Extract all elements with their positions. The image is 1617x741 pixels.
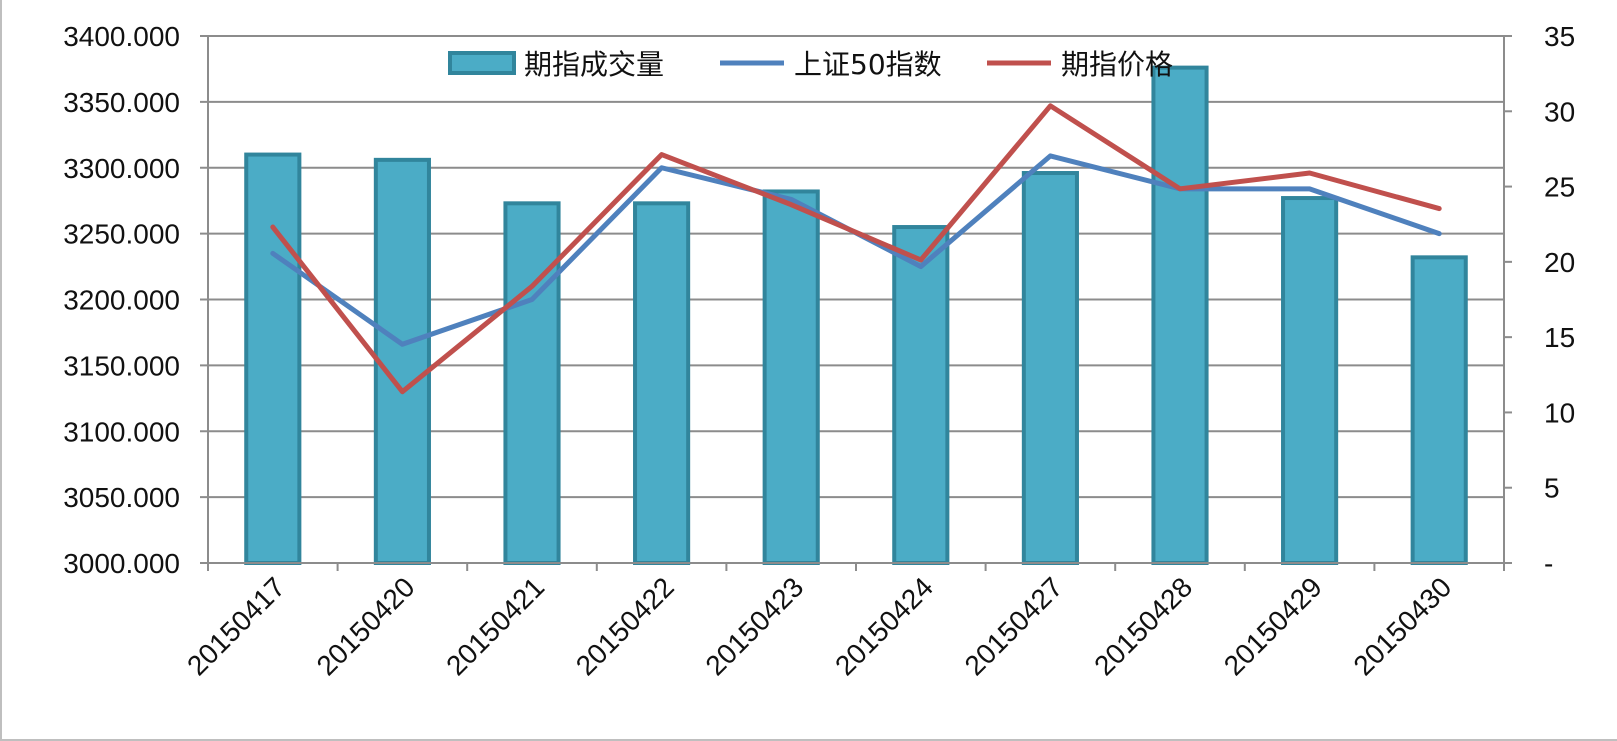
y-right-tick-label: - (1544, 548, 1553, 579)
legend-swatch-volume (448, 51, 516, 75)
x-tick-label: 20150422 (570, 571, 680, 681)
bar-20150423 (762, 189, 820, 565)
x-tick-label: 20150421 (440, 571, 550, 681)
bar-20150428 (1151, 65, 1209, 566)
line-price (270, 103, 1442, 395)
bar-20150427 (1021, 171, 1079, 566)
y-right-tick-label: 25 (1544, 172, 1575, 203)
x-tick-label: 20150429 (1218, 571, 1328, 681)
y-left-tick-label: 3350.000 (63, 87, 180, 118)
y-right-tick-label: 30 (1544, 96, 1575, 127)
y-left-tick-label: 3150.000 (63, 350, 180, 381)
y-left-tick-label: 3100.000 (63, 416, 180, 447)
y-left-tick-label: 3000.000 (63, 548, 180, 579)
x-tick-label: 20150420 (311, 571, 421, 681)
bar-20150421 (503, 201, 561, 565)
x-tick-label: 20150428 (1088, 571, 1198, 681)
y-left-tick-label: 3300.000 (63, 153, 180, 184)
x-tick-label: 20150423 (699, 571, 809, 681)
bar-20150420 (373, 157, 431, 565)
x-tick-label: 20150424 (829, 571, 939, 681)
y-right-tick-label: 10 (1544, 397, 1575, 428)
y-left-tick-label: 3400.000 (63, 21, 180, 52)
bar-series (244, 65, 1468, 566)
y-right-tick-label: 35 (1544, 21, 1575, 52)
y-right-tick-label: 5 (1544, 473, 1560, 504)
bar-20150430 (1410, 255, 1468, 565)
line-index (270, 153, 1442, 347)
y-left-tick-label: 3250.000 (63, 219, 180, 250)
bar-20150424 (892, 225, 950, 565)
y-right-tick-label: 20 (1544, 247, 1575, 278)
bar-20150417 (244, 152, 302, 565)
legend-label-volume: 期指成交量 (524, 48, 664, 81)
x-tick-label: 20150427 (959, 571, 1069, 681)
legend: 期指成交量 上证50指数 期指价格 (448, 48, 1173, 81)
bar-20150422 (633, 201, 691, 565)
legend-label-index: 上证50指数 (794, 48, 942, 81)
y-right-tick-label: 15 (1544, 322, 1575, 353)
x-tick-label: 20150430 (1347, 571, 1457, 681)
y-left-tick-label: 3200.000 (63, 285, 180, 316)
x-tick-label: 20150417 (181, 571, 291, 681)
line-series (270, 103, 1442, 395)
legend-label-price: 期指价格 (1061, 48, 1173, 81)
bar-20150429 (1281, 196, 1339, 566)
y-left-tick-label: 3050.000 (63, 482, 180, 513)
